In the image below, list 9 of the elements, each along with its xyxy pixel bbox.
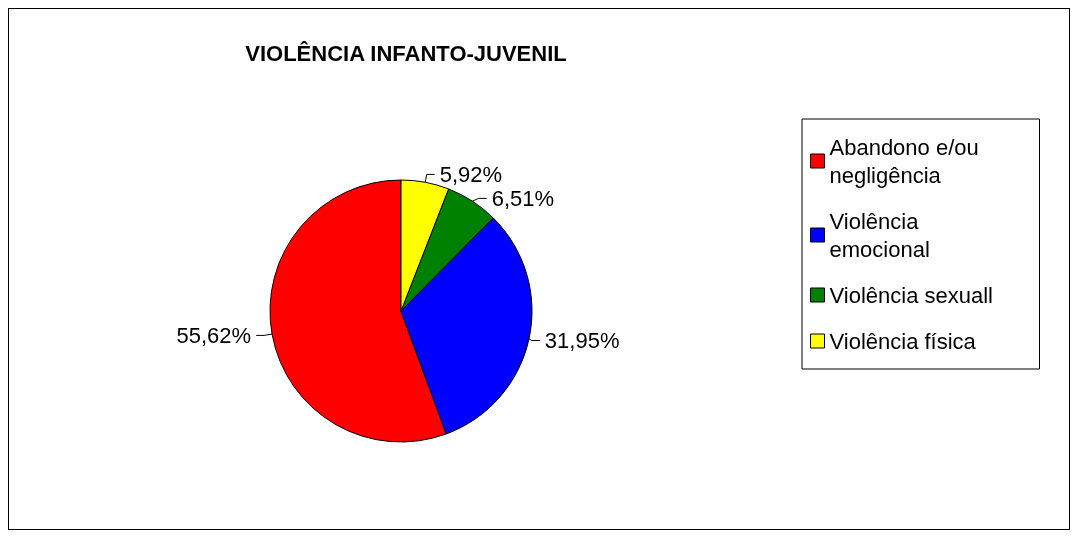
data-label: 31,95% xyxy=(544,328,620,354)
data-label: 6,51% xyxy=(491,185,555,211)
data-label: 55,62% xyxy=(176,322,252,348)
legend-label: Abandono e/ou negligência xyxy=(829,134,985,188)
legend-label: Violência física xyxy=(829,328,977,354)
chart-title: VIOLÊNCIA INFANTO-JUVENIL xyxy=(245,40,567,66)
data-label: 5,92% xyxy=(439,161,503,187)
legend-label: Violência emocional xyxy=(829,208,930,262)
legend-label: Violência sexuall xyxy=(829,282,993,308)
